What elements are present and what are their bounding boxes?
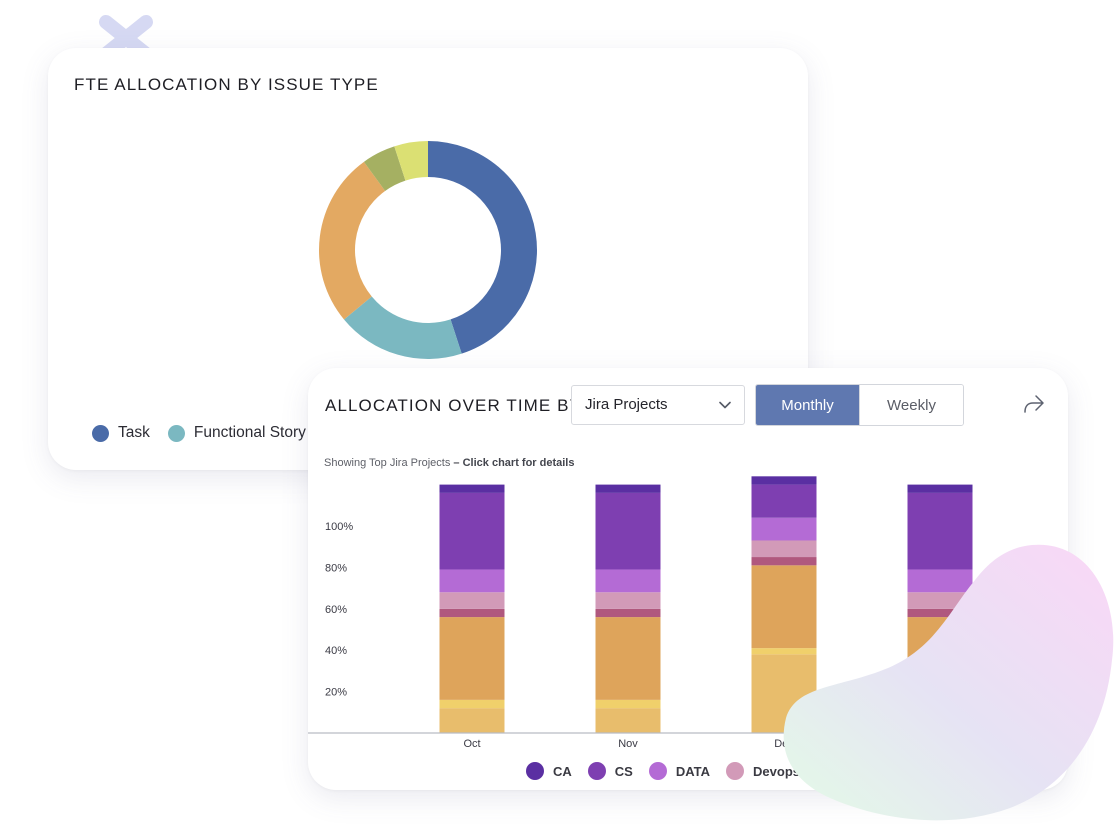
- bar-segment-3-6[interactable]: [907, 492, 973, 570]
- legend-dot: [726, 762, 745, 780]
- bar-segment-0-7[interactable]: [439, 484, 505, 493]
- bar-segment-0-0[interactable]: [439, 708, 505, 733]
- bar-segment-2-2[interactable]: [751, 565, 817, 649]
- bar-segment-0-2[interactable]: [439, 617, 505, 700]
- bar-segment-0-3[interactable]: [439, 608, 505, 618]
- bar-segment-3-5[interactable]: [907, 569, 973, 593]
- bar-segment-1-6[interactable]: [595, 492, 661, 570]
- y-tick-label: 20%: [325, 687, 347, 699]
- donut-legend: Task Functional Story: [92, 424, 324, 442]
- bar-segment-0-5[interactable]: [439, 569, 505, 593]
- legend-item-functional-story[interactable]: Functional Story: [167, 424, 306, 442]
- subtitle-action[interactable]: Click chart for details: [462, 457, 575, 469]
- legend-item-data[interactable]: DATA: [648, 762, 711, 780]
- legend-label: Functional Story: [193, 424, 306, 441]
- legend-dot: [167, 424, 185, 442]
- monthly-button[interactable]: Monthly: [756, 385, 859, 425]
- subtitle-text: Showing Top Jira Projects: [324, 457, 451, 469]
- y-tick-label: 60%: [325, 604, 347, 616]
- legend-label: CA: [553, 763, 572, 779]
- bar-segment-0-6[interactable]: [439, 492, 505, 570]
- bar-segment-2-3[interactable]: [751, 557, 817, 566]
- donut-chart[interactable]: [302, 124, 554, 376]
- legend-item-task[interactable]: Task: [92, 424, 150, 442]
- bar-segment-1-7[interactable]: [595, 484, 661, 493]
- x-tick-label: Nov: [618, 738, 638, 750]
- legend-dot: [526, 762, 544, 780]
- weekly-button[interactable]: Weekly: [859, 385, 963, 425]
- allocation-over-time-card: ALLOCATION OVER TIME BY Jira Projects Mo…: [308, 368, 1068, 790]
- donut-slice-3[interactable]: [363, 146, 406, 191]
- legend-item-ca[interactable]: CA: [526, 762, 572, 780]
- bar-segment-2-7[interactable]: [751, 476, 817, 485]
- donut-slice-2[interactable]: [319, 161, 386, 320]
- chart-subtitle: Showing Top Jira Projects – Click chart …: [324, 457, 574, 469]
- bar-segment-1-4[interactable]: [595, 592, 661, 609]
- legend-label: CS: [614, 763, 633, 779]
- bar-segment-0-1[interactable]: [439, 699, 505, 709]
- group-by-dropdown[interactable]: Jira Projects: [571, 385, 745, 425]
- bar-segment-1-2[interactable]: [595, 617, 661, 700]
- y-tick-label: 40%: [325, 645, 347, 657]
- legend-label: Task: [118, 424, 150, 441]
- bar-segment-3-7[interactable]: [907, 484, 973, 493]
- legend-dot: [92, 424, 109, 442]
- y-tick-label: 100%: [325, 521, 353, 533]
- bar-legend: CA CS DATA Devops: [526, 762, 816, 780]
- card-title: ALLOCATION OVER TIME BY: [325, 396, 583, 415]
- legend-label: DATA: [675, 763, 711, 779]
- card-title: FTE ALLOCATION BY ISSUE TYPE: [74, 75, 379, 94]
- donut-slice-4[interactable]: [394, 141, 428, 181]
- chevron-down-icon: [719, 401, 731, 409]
- legend-item-cs[interactable]: CS: [587, 762, 633, 780]
- legend-dot: [648, 762, 667, 780]
- donut-slice-1[interactable]: [344, 296, 462, 359]
- bar-segment-2-4[interactable]: [751, 540, 817, 558]
- decorative-blob: [783, 544, 1114, 821]
- bar-segment-1-0[interactable]: [595, 708, 661, 733]
- bar-segment-2-1[interactable]: [751, 648, 817, 655]
- bar-segment-2-5[interactable]: [751, 517, 817, 541]
- share-icon[interactable]: [1022, 393, 1046, 415]
- bar-segment-0-4[interactable]: [439, 592, 505, 609]
- x-tick-label: Oct: [463, 738, 480, 750]
- period-toggle: Monthly Weekly: [755, 384, 964, 426]
- subtitle-separator: –: [450, 457, 463, 469]
- y-tick-label: 80%: [325, 562, 347, 574]
- dropdown-value: Jira Projects: [585, 396, 668, 413]
- bar-segment-1-5[interactable]: [595, 569, 661, 593]
- legend-label: Devops: [753, 763, 800, 779]
- donut-slice-0[interactable]: [428, 141, 537, 354]
- bar-segment-3-4[interactable]: [907, 592, 973, 609]
- bar-segment-1-3[interactable]: [595, 608, 661, 618]
- legend-dot: [587, 762, 606, 780]
- bar-segment-3-3[interactable]: [907, 608, 973, 618]
- bar-segment-1-1[interactable]: [595, 699, 661, 709]
- legend-item-devops[interactable]: Devops: [726, 762, 800, 780]
- bar-segment-2-6[interactable]: [751, 484, 817, 518]
